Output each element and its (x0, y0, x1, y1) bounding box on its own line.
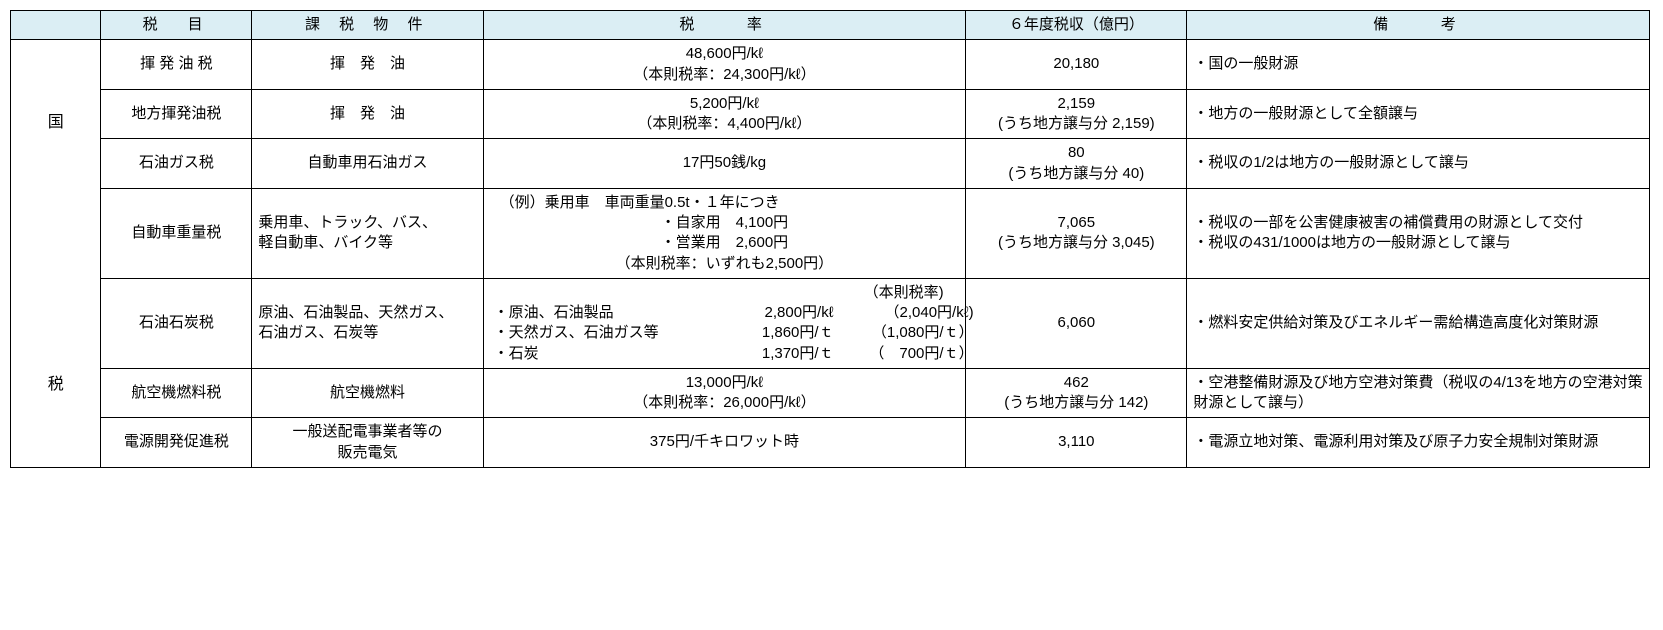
tax-object: 揮 発 油 (252, 40, 483, 90)
category-bottom: 税 (17, 374, 94, 396)
object-line: 軽自動車、バイク等 (258, 234, 393, 251)
tax-object: 原油、石油製品、天然ガス、 石油ガス、石炭等 (252, 278, 483, 368)
col-name: 税 目 (101, 11, 252, 40)
category-top: 国 (17, 112, 94, 134)
tax-rate: 48,600円/kℓ （本則税率：24,300円/kℓ） (483, 40, 966, 90)
rev-sub: (うち地方譲与分 2,159) (972, 114, 1180, 134)
tax-revenue: 462 (うち地方譲与分 142) (966, 368, 1187, 418)
tax-rate: 13,000円/kℓ （本則税率：26,000円/kℓ） (483, 368, 966, 418)
rate-head: （本則税率) (834, 283, 974, 303)
rate-base: （ 700円/ｔ） (834, 344, 974, 364)
table-row: 電源開発促進税 一般送配電事業者等の 販売電気 375円/千キロワット時 3,1… (11, 418, 1650, 468)
col-cat (11, 11, 101, 40)
tax-table: 税 目 課 税 物 件 税 率 ６年度税収（億円） 備 考 国 税 揮 発 油 … (10, 10, 1650, 468)
tax-note: ・電源立地対策、電源利用対策及び原子力安全規制対策財源 (1187, 418, 1650, 468)
table-row: 自動車重量税 乗用車、トラック、バス、 軽自動車、バイク等 （例）乗用車 車両重… (11, 188, 1650, 278)
table-row: 航空機燃料税 航空機燃料 13,000円/kℓ （本則税率：26,000円/kℓ… (11, 368, 1650, 418)
rate-main: 5,200円/kℓ (490, 94, 960, 114)
tax-name: 航空機燃料税 (101, 368, 252, 418)
table-row: 地方揮発油税 揮 発 油 5,200円/kℓ （本則税率：4,400円/kℓ） … (11, 89, 1650, 139)
tax-note: ・税収の一部を公害健康被害の補償費用の財源として交付 ・税収の431/1000は… (1187, 188, 1650, 278)
rate-sub: （本則税率：24,300円/kℓ） (490, 65, 960, 85)
rev-sub: (うち地方譲与分 142) (972, 393, 1180, 413)
note-line: ・税収の431/1000は地方の一般財源として譲与 (1193, 233, 1643, 253)
object-line: 一般送配電事業者等の (292, 423, 442, 440)
object-line: 乗用車、トラック、バス、 (258, 214, 437, 231)
header-row: 税 目 課 税 物 件 税 率 ６年度税収（億円） 備 考 (11, 11, 1650, 40)
object-line: 販売電気 (337, 444, 397, 461)
rev-main: 7,065 (972, 213, 1180, 233)
rate-main: 13,000円/kℓ (490, 373, 960, 393)
tax-revenue: 2,159 (うち地方譲与分 2,159) (966, 89, 1187, 139)
rate-line: （例）乗用車 車両重量0.5t・１年につき (490, 193, 960, 213)
tax-object: 自動車用石油ガス (252, 139, 483, 189)
rate-value: 2,800円/kℓ (704, 303, 834, 323)
tax-rate: （例）乗用車 車両重量0.5t・１年につき ・自家用 4,100円 ・営業用 2… (483, 188, 966, 278)
col-rate: 税 率 (483, 11, 966, 40)
tax-name: 自動車重量税 (101, 188, 252, 278)
tax-name: 地方揮発油税 (101, 89, 252, 139)
rate-label: ・原油、石油製品 (494, 303, 704, 323)
tax-note: ・燃料安定供給対策及びエネルギー需給構造高度化対策財源 (1187, 278, 1650, 368)
rate-label: ・天然ガス、石油ガス等 (494, 323, 704, 343)
tax-rate: （本則税率) ・原油、石油製品 2,800円/kℓ （2,040円/kℓ) ・天… (483, 278, 966, 368)
tax-object: 航空機燃料 (252, 368, 483, 418)
tax-note: ・国の一般財源 (1187, 40, 1650, 90)
note-line: ・税収の一部を公害健康被害の補償費用の財源として交付 (1193, 213, 1643, 233)
rate-line: （本則税率：いずれも2,500円） (490, 254, 960, 274)
tax-note: ・地方の一般財源として全額譲与 (1187, 89, 1650, 139)
rate-sub: （本則税率：4,400円/kℓ） (490, 114, 960, 134)
rev-sub: (うち地方譲与分 40) (972, 164, 1180, 184)
object-line: 石油ガス、石炭等 (258, 324, 378, 341)
col-obj: 課 税 物 件 (252, 11, 483, 40)
tax-note: ・税収の1/2は地方の一般財源として譲与 (1187, 139, 1650, 189)
col-note: 備 考 (1187, 11, 1650, 40)
rev-sub: (うち地方譲与分 3,045) (972, 233, 1180, 253)
col-rev: ６年度税収（億円） (966, 11, 1187, 40)
tax-name: 石油ガス税 (101, 139, 252, 189)
note-line: ・税収の1/2は地方の一般財源として譲与 (1193, 153, 1643, 173)
tax-name: 揮 発 油 税 (101, 40, 252, 90)
tax-object: 揮 発 油 (252, 89, 483, 139)
rate-value: 1,860円/ｔ (704, 323, 834, 343)
rev-main: 462 (972, 373, 1180, 393)
rate-base: （2,040円/kℓ) (834, 303, 974, 323)
tax-revenue: 3,110 (966, 418, 1187, 468)
category-cell: 国 税 (11, 40, 101, 468)
tax-revenue: 6,060 (966, 278, 1187, 368)
rate-line: ・営業用 2,600円 (490, 233, 960, 253)
rate-sub: （本則税率：26,000円/kℓ） (490, 393, 960, 413)
rate-label: ・石炭 (494, 344, 704, 364)
table-row: 石油ガス税 自動車用石油ガス 17円50銭/kg 80 (うち地方譲与分 40)… (11, 139, 1650, 189)
tax-name: 電源開発促進税 (101, 418, 252, 468)
tax-rate: 375円/千キロワット時 (483, 418, 966, 468)
rate-value: 1,370円/ｔ (704, 344, 834, 364)
tax-revenue: 7,065 (うち地方譲与分 3,045) (966, 188, 1187, 278)
tax-rate: 17円50銭/kg (483, 139, 966, 189)
tax-note: ・空港整備財源及び地方空港対策費（税収の4/13を地方の空港対策財源として譲与） (1187, 368, 1650, 418)
tax-rate: 5,200円/kℓ （本則税率：4,400円/kℓ） (483, 89, 966, 139)
rev-main: 2,159 (972, 94, 1180, 114)
rate-base: （1,080円/ｔ） (834, 323, 974, 343)
tax-name: 石油石炭税 (101, 278, 252, 368)
table-row: 石油石炭税 原油、石油製品、天然ガス、 石油ガス、石炭等 （本則税率) ・原油、… (11, 278, 1650, 368)
tax-revenue: 80 (うち地方譲与分 40) (966, 139, 1187, 189)
tax-object: 乗用車、トラック、バス、 軽自動車、バイク等 (252, 188, 483, 278)
tax-object: 一般送配電事業者等の 販売電気 (252, 418, 483, 468)
rev-main: 80 (972, 143, 1180, 163)
table-row: 国 税 揮 発 油 税 揮 発 油 48,600円/kℓ （本則税率：24,30… (11, 40, 1650, 90)
tax-revenue: 20,180 (966, 40, 1187, 90)
object-line: 原油、石油製品、天然ガス、 (258, 304, 453, 321)
rate-line: ・自家用 4,100円 (490, 213, 960, 233)
rate-main: 48,600円/kℓ (490, 44, 960, 64)
